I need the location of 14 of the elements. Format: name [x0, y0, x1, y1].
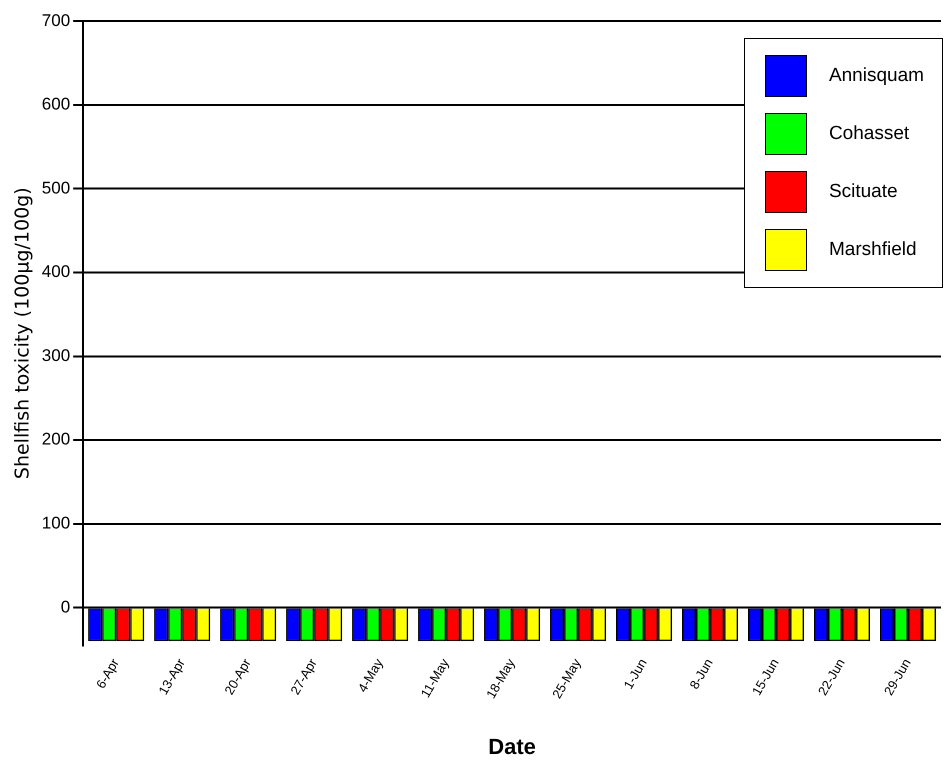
y-tick-label: 100: [42, 513, 70, 532]
legend-label: Cohasset: [828, 123, 910, 145]
y-tick-label: 400: [42, 262, 70, 282]
y-tick-label: 500: [42, 178, 70, 198]
y-tick-label: 200: [42, 430, 70, 449]
legend-label: Scituate: [828, 181, 898, 203]
legend-label: Marshfield: [828, 239, 917, 261]
legend-label: Annisquam: [828, 65, 924, 87]
y-tick-label: 600: [42, 94, 70, 114]
y-tick-label: 300: [42, 346, 70, 365]
y-tick-label: 700: [42, 10, 70, 30]
y-axis-title: Shellfish toxicity (100µg/100g): [11, 187, 34, 480]
x-axis-title: Date: [488, 734, 536, 759]
y-tick-label: 0: [60, 597, 70, 616]
